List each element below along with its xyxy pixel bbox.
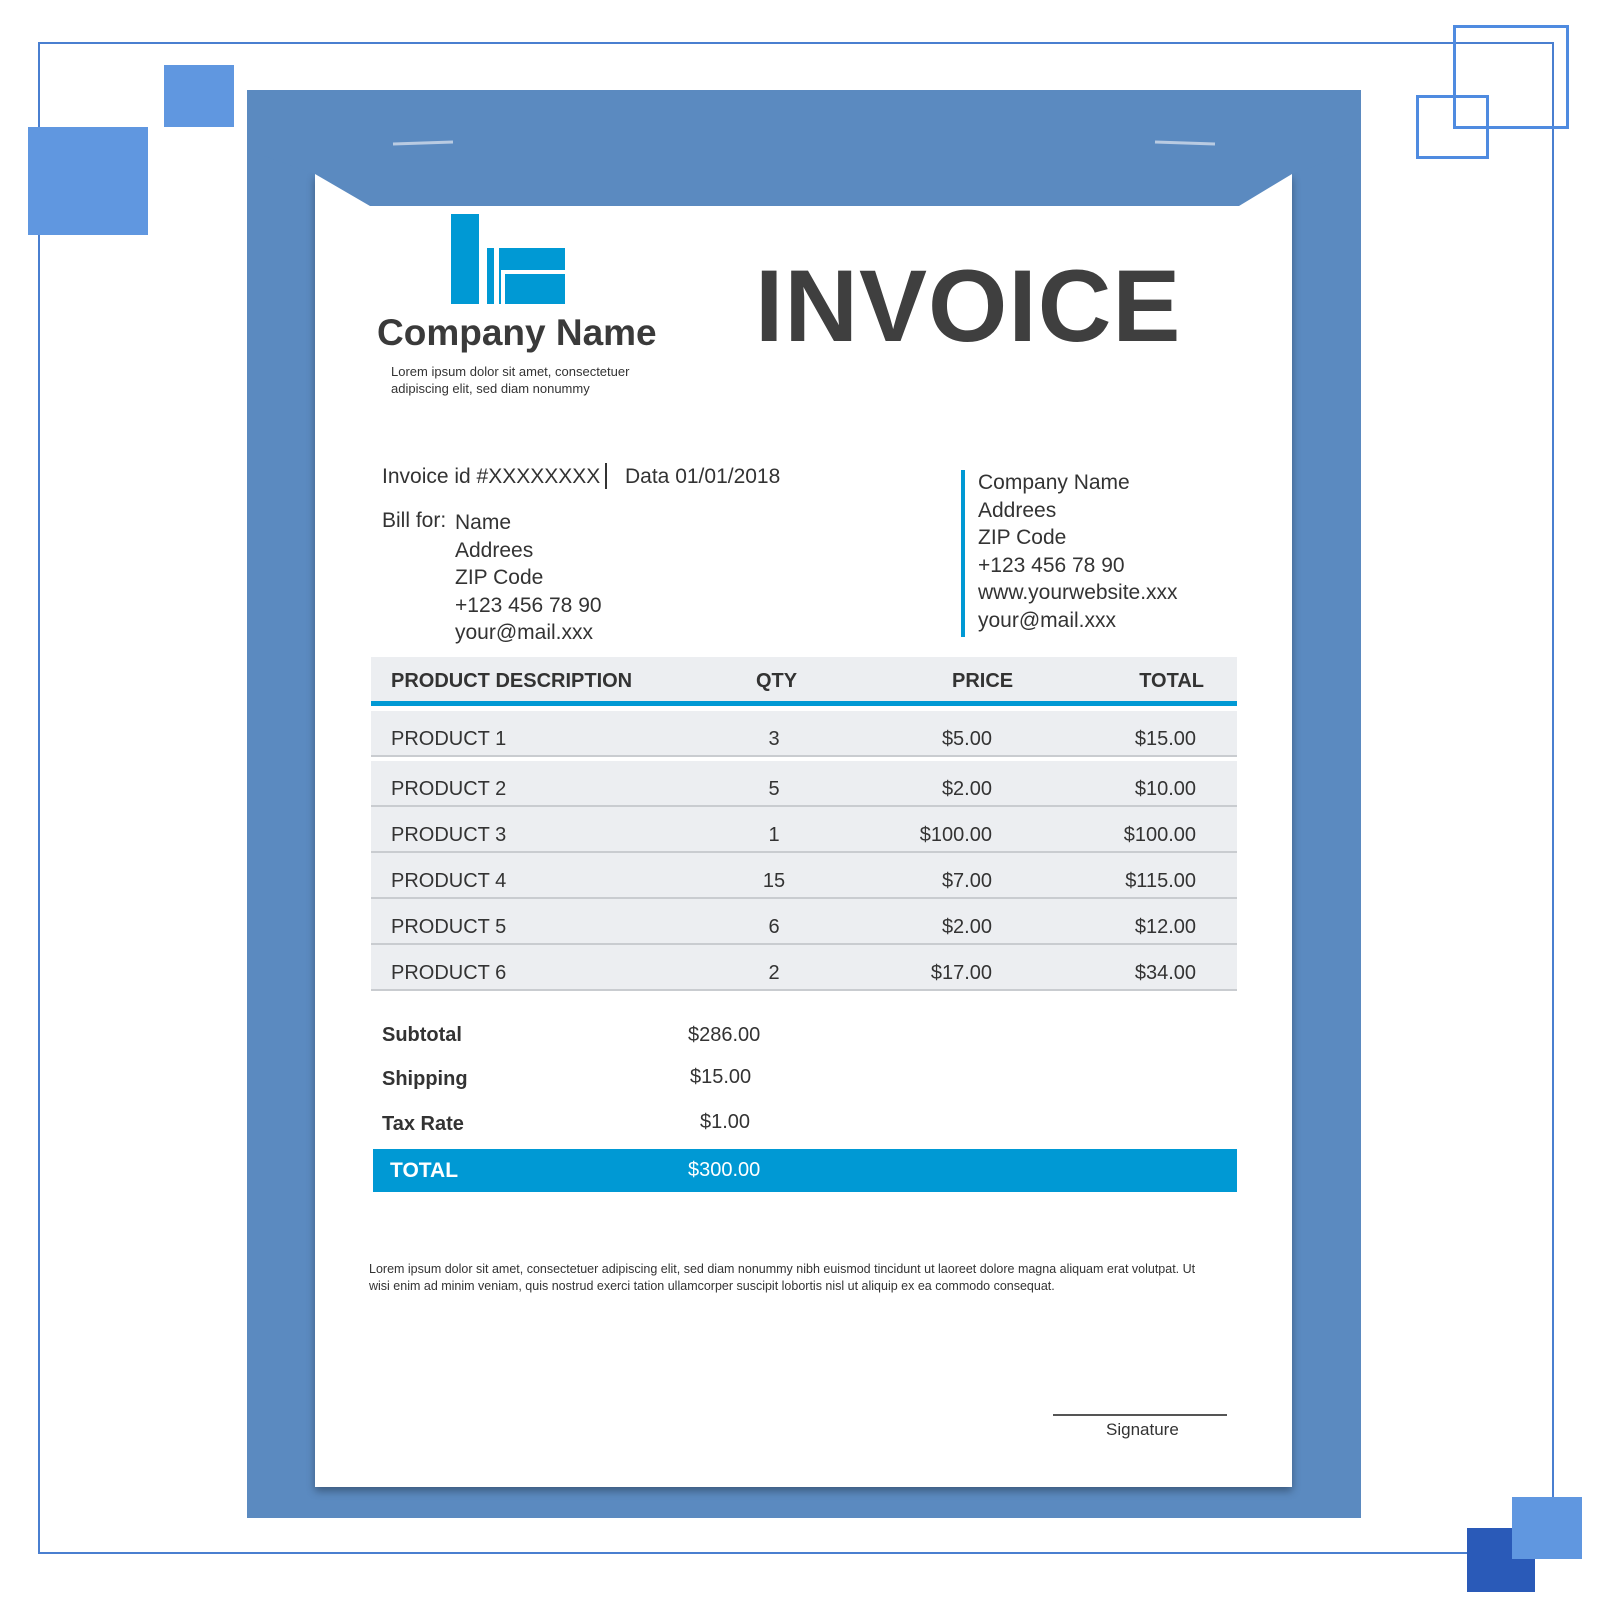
line-total: $10.00 bbox=[1134, 778, 1196, 800]
product-description: PRODUCT 6 bbox=[391, 962, 507, 984]
total-value: $300.00 bbox=[688, 1159, 761, 1181]
table-row: PRODUCT 5 6 $2.00 $12.00 bbox=[371, 899, 1237, 945]
company-tagline: Lorem ipsum dolor sit amet, consectetuer bbox=[391, 364, 630, 379]
company-tagline: adipiscing elit, sed diam nonummy bbox=[391, 381, 590, 396]
bill-for-label: Bill for: bbox=[382, 509, 447, 532]
qty: 3 bbox=[768, 728, 780, 750]
tax-label: Tax Rate bbox=[382, 1113, 464, 1135]
table-row: PRODUCT 2 5 $2.00 $10.00 bbox=[371, 761, 1237, 807]
bill-for-block: Name Addrees ZIP Code +123 456 78 90 you… bbox=[455, 509, 602, 647]
signature-label: Signature bbox=[1106, 1420, 1179, 1439]
subtotal-label: Subtotal bbox=[382, 1024, 462, 1046]
line-total: $15.00 bbox=[1134, 728, 1196, 750]
price: $5.00 bbox=[941, 728, 992, 750]
invoice-title: INVOICE bbox=[755, 249, 1182, 363]
signature-line bbox=[1053, 1414, 1227, 1416]
decor-square-outline bbox=[1416, 95, 1489, 159]
footer-text: wisi enim ad minim veniam, quis nostrud … bbox=[369, 1279, 1055, 1293]
line-total: $100.00 bbox=[1123, 824, 1196, 846]
sender-line: your@mail.xxx bbox=[978, 608, 1117, 632]
sender-line: +123 456 78 90 bbox=[978, 553, 1125, 577]
total-bar: TOTAL $300.00 bbox=[373, 1149, 1237, 1192]
sender-block: Company Name Addrees ZIP Code +123 456 7… bbox=[978, 469, 1178, 634]
company-logo bbox=[451, 214, 565, 304]
qty: 6 bbox=[768, 916, 780, 938]
invoice-id: Invoice id #XXXXXXXX bbox=[382, 465, 601, 488]
product-description: PRODUCT 5 bbox=[391, 916, 507, 938]
qty: 2 bbox=[768, 962, 780, 984]
table-row: PRODUCT 4 15 $7.00 $115.00 bbox=[371, 853, 1237, 899]
envelope-flap bbox=[247, 90, 1361, 206]
subtotal-value: $286.00 bbox=[688, 1024, 761, 1046]
qty: 15 bbox=[762, 870, 786, 892]
line-total: $34.00 bbox=[1134, 962, 1196, 984]
price: $100.00 bbox=[919, 824, 992, 846]
price: $2.00 bbox=[941, 778, 992, 800]
footer-text: Lorem ipsum dolor sit amet, consectetuer… bbox=[369, 1262, 1196, 1276]
shipping-value: $15.00 bbox=[690, 1066, 752, 1088]
price: $7.00 bbox=[941, 870, 992, 892]
product-description: PRODUCT 4 bbox=[391, 870, 507, 892]
line-total: $12.00 bbox=[1134, 916, 1196, 938]
bill-line: Addrees bbox=[455, 538, 534, 562]
accent-bar bbox=[961, 470, 965, 637]
bill-line: your@mail.xxx bbox=[455, 621, 594, 644]
tax-value: $1.00 bbox=[700, 1111, 751, 1133]
divider bbox=[605, 463, 607, 489]
qty: 1 bbox=[768, 824, 780, 846]
price: $17.00 bbox=[930, 962, 992, 984]
decor-square-outline bbox=[1453, 25, 1569, 129]
shipping-label: Shipping bbox=[382, 1068, 468, 1090]
sender-line: www.yourwebsite.xxx bbox=[978, 581, 1178, 604]
price: $2.00 bbox=[941, 916, 992, 938]
sender-line: ZIP Code bbox=[978, 526, 1067, 549]
bill-line: ZIP Code bbox=[455, 566, 544, 589]
company-name: Company Name bbox=[377, 312, 657, 353]
sender-line: Addrees bbox=[978, 498, 1057, 522]
header-price: PRICE bbox=[952, 670, 1014, 692]
table-header: PRODUCT DESCRIPTION QTY PRICE TOTAL bbox=[371, 657, 1237, 706]
invoice-date: Data 01/01/2018 bbox=[625, 465, 781, 488]
decorative-frame bbox=[38, 42, 1554, 1554]
table-row: PRODUCT 1 3 $5.00 $15.00 bbox=[371, 711, 1237, 757]
product-description: PRODUCT 3 bbox=[391, 824, 507, 846]
line-total: $115.00 bbox=[1125, 870, 1196, 892]
header-total: TOTAL bbox=[1139, 670, 1204, 692]
sender-line: Company Name bbox=[978, 471, 1130, 494]
decor-square bbox=[164, 65, 234, 127]
header-description: PRODUCT DESCRIPTION bbox=[391, 670, 633, 692]
header-qty: QTY bbox=[756, 670, 798, 692]
product-description: PRODUCT 1 bbox=[391, 728, 507, 750]
bill-line: +123 456 78 90 bbox=[455, 593, 602, 617]
decor-square bbox=[1512, 1497, 1582, 1559]
qty: 5 bbox=[768, 778, 780, 800]
decor-square bbox=[28, 127, 148, 235]
table-row: PRODUCT 6 2 $17.00 $34.00 bbox=[371, 945, 1237, 991]
table-row: PRODUCT 3 1 $100.00 $100.00 bbox=[371, 807, 1237, 853]
total-label: TOTAL bbox=[390, 1159, 459, 1182]
bill-line: Name bbox=[455, 511, 512, 534]
product-description: PRODUCT 2 bbox=[391, 778, 507, 800]
